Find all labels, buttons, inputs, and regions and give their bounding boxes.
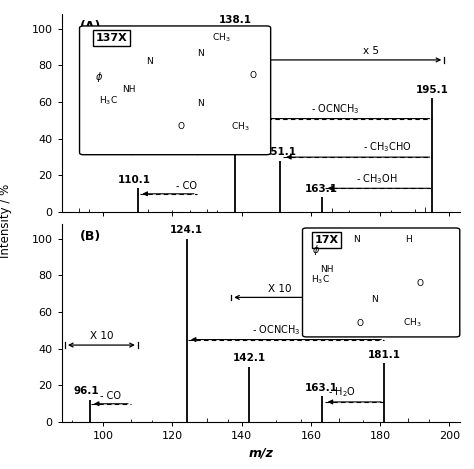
FancyBboxPatch shape — [302, 228, 460, 337]
Text: - OCNCH$_3$: - OCNCH$_3$ — [311, 102, 359, 116]
Text: 151.1: 151.1 — [264, 147, 297, 157]
Text: (B): (B) — [80, 230, 101, 243]
Text: O: O — [357, 318, 364, 327]
Text: NH: NH — [319, 265, 333, 274]
Text: 181.1: 181.1 — [367, 350, 401, 360]
Text: - CH$_3$OH: - CH$_3$OH — [356, 172, 398, 186]
Text: 17X: 17X — [314, 235, 338, 245]
Text: CH$_3$: CH$_3$ — [211, 31, 230, 44]
Text: O: O — [249, 71, 256, 80]
Text: - CO: - CO — [100, 391, 121, 401]
Text: 163.1: 163.1 — [305, 184, 338, 194]
Text: N: N — [198, 98, 204, 108]
Text: 110.1: 110.1 — [118, 174, 151, 185]
Text: 195.1: 195.1 — [416, 85, 449, 95]
Text: - H$_2$O: - H$_2$O — [328, 386, 356, 399]
Text: H$_3$C: H$_3$C — [100, 95, 118, 107]
Text: N: N — [353, 235, 360, 244]
Text: 163.1: 163.1 — [305, 383, 338, 393]
Text: N: N — [371, 295, 378, 304]
FancyBboxPatch shape — [80, 26, 271, 155]
Text: CH$_3$: CH$_3$ — [403, 317, 421, 329]
Text: H$_3$C: H$_3$C — [311, 273, 330, 286]
X-axis label: m/z: m/z — [248, 446, 273, 460]
Text: 124.1: 124.1 — [170, 225, 203, 235]
Text: O: O — [178, 122, 184, 131]
Text: (A): (A) — [80, 20, 101, 33]
Text: X 10: X 10 — [90, 332, 113, 341]
Text: $\phi$: $\phi$ — [95, 70, 103, 84]
Text: - CO: - CO — [176, 181, 197, 191]
Text: 137X: 137X — [95, 33, 127, 43]
Text: $\phi$: $\phi$ — [312, 243, 320, 257]
Text: O: O — [417, 279, 423, 288]
Text: X 10: X 10 — [268, 284, 292, 294]
Text: x 5: x 5 — [364, 46, 380, 56]
Text: N: N — [198, 49, 204, 58]
Text: N: N — [146, 57, 153, 66]
Text: 96.1: 96.1 — [73, 386, 99, 396]
Text: NH: NH — [123, 85, 136, 94]
Text: - CH$_3$CHO: - CH$_3$CHO — [363, 141, 411, 154]
Text: H: H — [405, 235, 411, 244]
Text: CH$_3$: CH$_3$ — [231, 121, 250, 133]
Text: 142.1: 142.1 — [232, 354, 265, 363]
Text: x 5: x 5 — [156, 138, 172, 148]
Text: 138.1: 138.1 — [219, 15, 252, 25]
Text: - OCNCH$_3$: - OCNCH$_3$ — [252, 323, 301, 337]
Text: Intensity / %: Intensity / % — [0, 183, 12, 257]
